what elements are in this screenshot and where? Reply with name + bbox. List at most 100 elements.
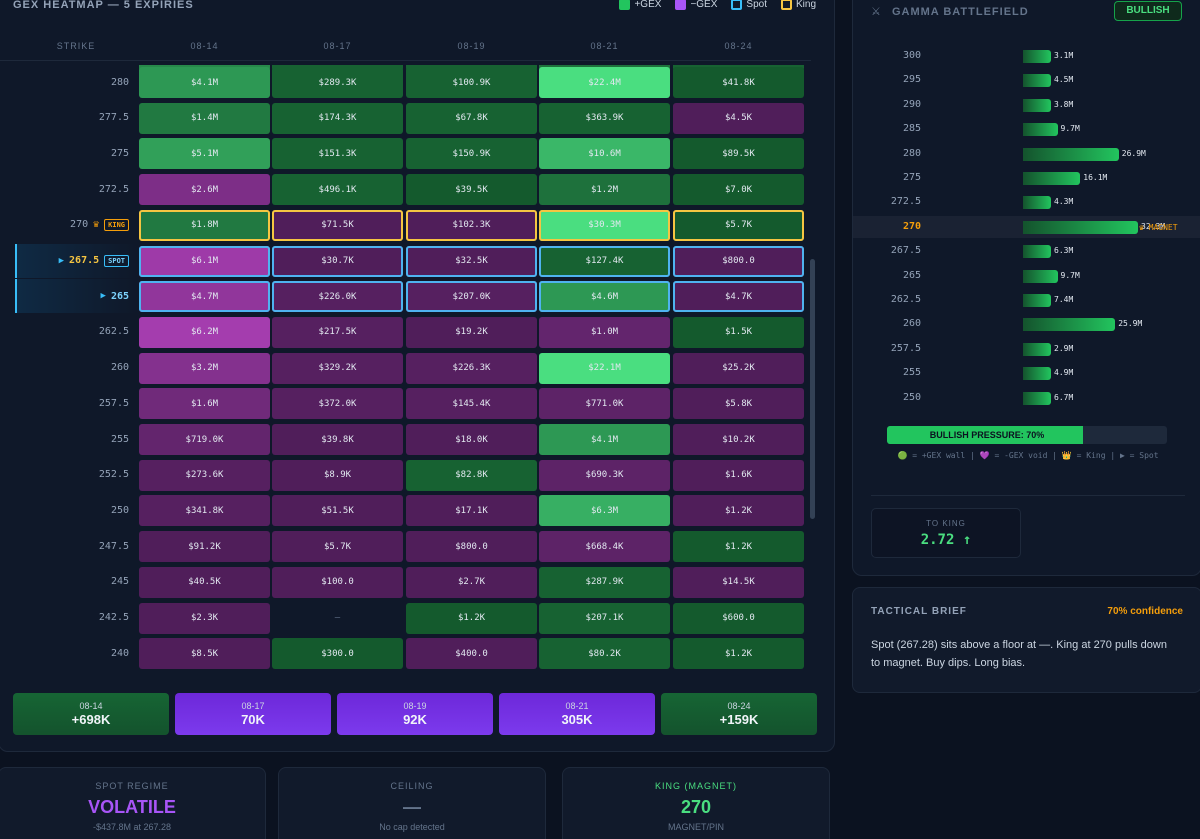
heatmap-cell[interactable]: $30.7K [272, 245, 403, 277]
heatmap-cell[interactable]: $1.2K [673, 531, 804, 563]
heatmap-cell[interactable]: $4.7M [139, 281, 270, 313]
heatmap-cell[interactable]: $800.0 [406, 531, 537, 563]
heatmap-cell[interactable]: $5.8K [673, 388, 804, 420]
heatmap-cell[interactable]: $174.3K [272, 102, 403, 134]
heatmap-cell[interactable]: $67.8K [406, 102, 537, 134]
heatmap-cell[interactable]: $39.5K [406, 174, 537, 206]
heatmap-cell[interactable]: $22.1M [539, 352, 670, 384]
heatmap-scrollbar[interactable] [810, 259, 815, 519]
heatmap-cell[interactable]: $1.4M [139, 102, 270, 134]
heatmap-cell[interactable]: $4.5K [673, 102, 804, 134]
heatmap-cell[interactable]: $300.0 [272, 638, 403, 670]
heatmap-cell[interactable]: $51.5K [272, 495, 403, 527]
heatmap-cell[interactable]: $329.2K [272, 352, 403, 384]
heatmap-cell[interactable]: $771.0K [539, 388, 670, 420]
heatmap-cell[interactable]: $5.7K [673, 209, 804, 241]
heatmap-cell[interactable]: $6.2M [139, 316, 270, 348]
heatmap-cell[interactable]: $4.7K [673, 281, 804, 313]
heatmap-cell[interactable]: $22.4M [539, 67, 670, 98]
heatmap-cell[interactable]: $2.7K [406, 566, 537, 598]
heatmap-cell[interactable]: $207.0K [406, 281, 537, 313]
heatmap-cell[interactable]: $287.9K [539, 566, 670, 598]
heatmap-cell[interactable]: $10.2K [673, 424, 804, 455]
heatmap-cell[interactable]: $363.9K [539, 102, 670, 134]
heatmap-cell[interactable]: $89.5K [673, 138, 804, 170]
heatmap-cell[interactable]: $8.5K [139, 638, 270, 670]
heatmap-cell[interactable]: $5.7K [272, 531, 403, 563]
heatmap-cell[interactable]: $100.9K [406, 67, 537, 98]
strike-cell: 255 [15, 422, 137, 456]
heatmap-cell[interactable]: $600.0 [673, 602, 804, 634]
heatmap-cell[interactable]: $372.0K [272, 388, 403, 420]
heatmap-cell[interactable]: $8.9K [272, 459, 403, 491]
heatmap-cell[interactable]: $71.5K [272, 209, 403, 241]
heatmap-cell[interactable]: $151.3K [272, 138, 403, 170]
heatmap-cell[interactable]: $3.2M [139, 352, 270, 384]
battlefield-value: 4.9M [1054, 368, 1074, 378]
heatmap-cell[interactable]: $4.1M [139, 67, 270, 98]
heatmap-cell[interactable]: $40.5K [139, 566, 270, 598]
heatmap-cell[interactable]: $18.0K [406, 424, 537, 455]
heatmap-cell[interactable]: $7.0K [673, 174, 804, 206]
strike-label: 240 [110, 647, 129, 659]
heatmap-cell[interactable]: $1.2K [673, 495, 804, 527]
heatmap-cell[interactable]: $1.8M [139, 209, 270, 241]
heatmap-cell[interactable]: $719.0K [139, 424, 270, 455]
heatmap-cell[interactable]: $400.0 [406, 638, 537, 670]
heatmap-cell[interactable]: $32.5K [406, 245, 537, 277]
heatmap-cell[interactable]: $39.8K [272, 424, 403, 455]
heatmap-rows[interactable]: 280 $4.1M $289.3K $100.9K $22.4M $41.8K 277.5 $… [0, 65, 811, 677]
heatmap-cell[interactable]: $41.8K [673, 67, 804, 98]
battlefield-strike: 275 [902, 172, 921, 183]
heatmap-cell[interactable]: $496.1K [272, 174, 403, 206]
heatmap-cell[interactable]: $1.2K [673, 638, 804, 670]
heatmap-cell[interactable]: $6.3M [539, 495, 670, 527]
heatmap-cell[interactable]: $1.6K [673, 459, 804, 491]
heatmap-cell[interactable]: $226.3K [406, 352, 537, 384]
heatmap-cell[interactable]: $4.6M [539, 281, 670, 313]
heatmap-cell[interactable]: $217.5K [272, 316, 403, 348]
heatmap-cell[interactable]: $6.1M [139, 245, 270, 277]
gex-heatmap-panel: GEX HEATMAP — 5 EXPIRIES +GEX −GEX Spot Kin… [0, 0, 835, 752]
heatmap-cell[interactable]: $341.8K [139, 495, 270, 527]
heatmap-cell[interactable]: $1.5K [673, 316, 804, 348]
battlefield-title: GAMMA BATTLEFIELD [891, 6, 1029, 18]
crossed-swords-icon: ⚔ [871, 6, 882, 18]
battlefield-strike: 265 [902, 269, 921, 281]
heatmap-cell[interactable]: $1.0M [539, 316, 670, 348]
heatmap-cell[interactable]: $1.6M [139, 388, 270, 420]
heatmap-cell[interactable]: $25.2K [673, 352, 804, 384]
heatmap-cell[interactable]: $100.0 [272, 566, 403, 598]
heatmap-cell[interactable]: $19.2K [406, 316, 537, 348]
heatmap-cell[interactable]: $1.2K [406, 602, 537, 634]
heatmap-cell[interactable]: $2.6M [139, 174, 270, 206]
heatmap-cell[interactable]: $14.5K [673, 566, 804, 598]
heatmap-cell[interactable]: $800.0 [673, 245, 804, 277]
heatmap-cell[interactable]: $80.2K [539, 638, 670, 670]
heatmap-cell[interactable]: $690.3K [539, 459, 670, 491]
heatmap-cell[interactable]: $102.3K [406, 209, 537, 241]
heatmap-cell[interactable]: $207.1K [539, 602, 670, 634]
heatmap-cell[interactable]: $145.4K [406, 388, 537, 420]
heatmap-cell[interactable]: $5.1M [139, 138, 270, 170]
heatmap-cell[interactable]: $10.6M [539, 138, 670, 170]
heatmap-cell[interactable]: $273.6K [139, 459, 270, 491]
heatmap-cell[interactable]: $1.2M [539, 174, 670, 206]
battlefield-divider [871, 495, 1185, 496]
heatmap-cell[interactable]: $82.8K [406, 459, 537, 491]
heatmap-cell[interactable]: $289.3K [272, 67, 403, 98]
king-magnet-value: 270 [680, 797, 712, 817]
heatmap-cell[interactable]: $17.1K [406, 495, 537, 527]
battlefield-strike: 270 [902, 220, 921, 232]
heatmap-cell[interactable]: $150.9K [406, 138, 537, 170]
strike-cell: 260 [15, 351, 137, 385]
heatmap-cell[interactable]: $127.4K [539, 245, 670, 277]
heatmap-cell[interactable]: $2.3K [139, 602, 270, 634]
heatmap-cell[interactable]: — [334, 613, 341, 623]
heatmap-cell[interactable]: $668.4K [539, 531, 670, 563]
heatmap-cell[interactable]: $4.1M [539, 424, 670, 455]
heatmap-cell[interactable]: $226.0K [272, 281, 403, 313]
heatmap-cell[interactable]: $91.2K [139, 531, 270, 563]
expiry-total-value: +159K [719, 712, 759, 727]
heatmap-cell[interactable]: $30.3M [539, 209, 670, 241]
